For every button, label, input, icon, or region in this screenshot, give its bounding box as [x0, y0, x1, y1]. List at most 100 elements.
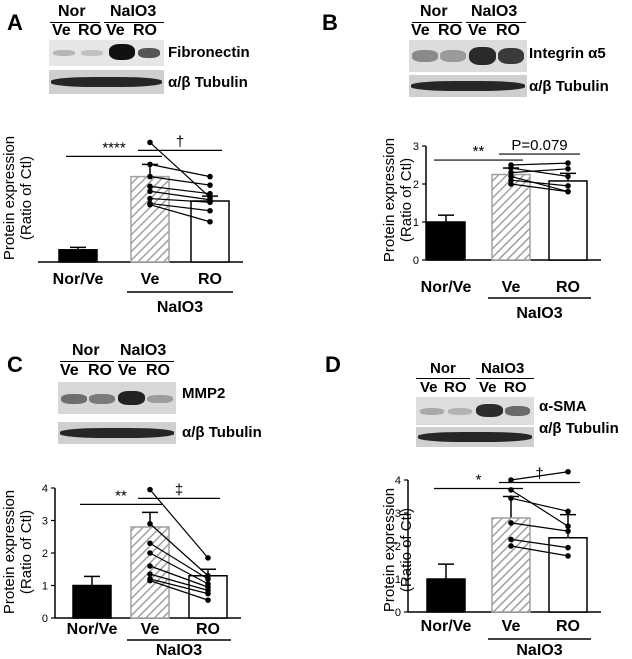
significance-label: † — [176, 133, 184, 150]
group-label: NaIO3 — [156, 642, 202, 659]
blot-band — [60, 428, 174, 438]
western-blot-target — [58, 382, 176, 414]
blot-group-nor: Nor — [420, 3, 448, 20]
panel-letter: C — [7, 352, 23, 377]
y-tick-label: 2 — [413, 179, 419, 191]
pair-line — [149, 580, 209, 601]
blot-group-naio3: NaIO3 — [481, 360, 525, 377]
pair-line — [149, 552, 209, 585]
pair-line — [149, 523, 209, 577]
blot-band — [469, 47, 496, 65]
lane-label: RO — [78, 22, 102, 39]
x-category-label: RO — [198, 271, 222, 288]
data-point — [508, 477, 514, 483]
y-tick-label: 1 — [42, 581, 48, 593]
x-category-label: RO — [556, 618, 580, 635]
x-category-label: RO — [556, 279, 580, 296]
pair-line — [510, 489, 569, 527]
blot-group-underline — [60, 361, 114, 362]
pair-line — [149, 573, 209, 591]
group-label: NaIO3 — [516, 305, 562, 322]
panel-d: D Nor NaIO3 Ve RO Ve RO α-SMA α/β Tubuli… — [316, 330, 632, 659]
y-tick-label: 3 — [395, 508, 401, 520]
data-point — [207, 182, 213, 188]
y-tick-label: 1 — [413, 217, 419, 229]
blot-band — [420, 408, 444, 415]
blot-band — [411, 81, 525, 91]
western-blot-tubulin — [416, 427, 534, 447]
y-axis-label: Protein expression (Ratio of Ctl) — [1, 136, 35, 260]
y-tick-label: 4 — [42, 483, 48, 495]
lane-label: RO — [444, 379, 467, 396]
x-category-label: RO — [196, 621, 220, 638]
data-point — [207, 190, 213, 197]
pair-line — [149, 202, 211, 212]
pair-line — [149, 489, 209, 559]
panel-b: B Nor NaIO3 Ve RO Ve RO Integrin α5 α/β … — [316, 0, 632, 330]
y-axis-label-line: (Ratio of Ctl) — [18, 510, 35, 594]
blot-group-nor: Nor — [72, 342, 100, 359]
significance-label: ‡ — [175, 481, 183, 498]
lane-label: Ve — [118, 362, 137, 379]
bar-chart: Protein expression (Ratio of Ctl) **** † Nor… — [1, 133, 243, 316]
data-point — [147, 520, 153, 527]
data-point — [565, 183, 571, 189]
data-point — [147, 540, 153, 547]
data-point — [207, 199, 213, 206]
pair-line — [510, 179, 569, 187]
western-blot-target — [49, 40, 164, 66]
western-blot-tubulin — [58, 422, 176, 444]
pair-line — [149, 542, 209, 580]
data-point — [147, 173, 153, 180]
blot-band — [61, 394, 87, 404]
data-point — [508, 165, 514, 171]
data-point — [147, 486, 153, 493]
lane-label: RO — [146, 362, 170, 379]
y-axis-label: Protein expression (Ratio of Ctl) — [1, 490, 35, 614]
bar-0 — [72, 584, 112, 619]
data-point — [565, 468, 571, 475]
blot-band — [53, 50, 75, 56]
blot-band — [118, 391, 145, 405]
x-category-label: Ve — [502, 279, 521, 296]
data-point — [565, 553, 571, 559]
pair-line — [149, 204, 211, 223]
pair-line — [510, 497, 569, 512]
significance-label: ** — [473, 143, 485, 160]
pair-line — [510, 168, 569, 174]
data-point — [508, 543, 514, 549]
panel-letter: A — [7, 10, 23, 35]
blot-band — [81, 50, 103, 56]
blot-band — [51, 77, 162, 87]
blot-group-naio3: NaIO3 — [120, 342, 167, 359]
data-point — [147, 577, 153, 584]
y-axis-label-line: Protein expression — [381, 488, 398, 612]
pair-line — [510, 538, 569, 549]
y-axis-label-line: Protein expression — [381, 138, 398, 262]
lane-label: Ve — [106, 22, 125, 39]
bar-0 — [58, 249, 98, 263]
blot-group-underline — [466, 22, 526, 23]
data-point — [205, 555, 211, 561]
blot-band — [147, 395, 173, 403]
data-point — [147, 188, 153, 195]
panel-letter: B — [322, 10, 338, 35]
lane-label: RO — [504, 379, 527, 396]
blot-label-tubulin: α/β Tubulin — [529, 78, 609, 95]
significance-label: * — [476, 472, 482, 489]
data-point — [147, 161, 153, 168]
pair-line — [149, 578, 209, 595]
blot-group-nor: Nor — [430, 360, 456, 377]
data-point — [565, 544, 571, 551]
y-axis-label-line: Protein expression — [1, 490, 18, 614]
pair-line — [510, 545, 569, 557]
lane-label: Ve — [420, 379, 438, 396]
pair-line — [510, 167, 569, 177]
y-axis-label-line: (Ratio of Ctl) — [398, 158, 415, 242]
y-tick-label: 2 — [395, 541, 401, 553]
significance-label: † — [535, 466, 543, 483]
blot-group-underline — [416, 378, 470, 379]
blot-label-tubulin: α/β Tubulin — [168, 74, 248, 91]
blot-group-nor: Nor — [58, 3, 86, 20]
